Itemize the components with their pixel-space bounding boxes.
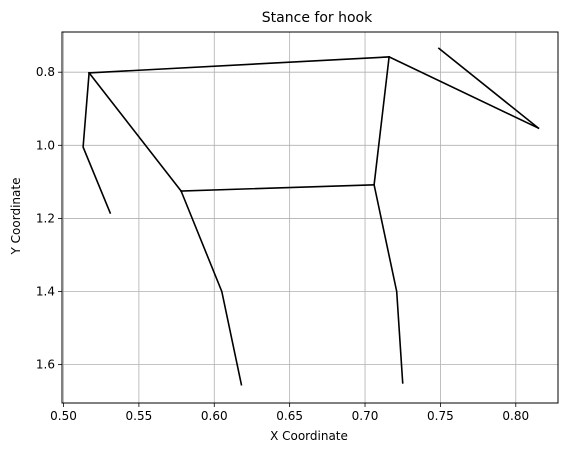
chart-title: Stance for hook [262, 10, 373, 26]
y-axis-ticks: 0.8 1.0 1.2 1.4 1.6 [36, 65, 62, 372]
segment-torso-left [87, 71, 183, 193]
segment-right-leg [373, 183, 404, 384]
segment-hips [180, 183, 375, 192]
x-tick-label: 0.65 [276, 409, 303, 423]
x-tick-label: 0.70 [352, 409, 379, 423]
segment-torso-right [388, 55, 540, 130]
segment-head [437, 47, 540, 130]
segment-shoulders [88, 56, 390, 74]
stick-figure-lines [82, 47, 540, 386]
grid [62, 32, 558, 403]
plot-frame [61, 31, 559, 404]
y-tick-label: 1.6 [36, 358, 55, 372]
x-tick-label: 0.50 [50, 409, 77, 423]
y-axis-label: Y Coordinate [9, 178, 23, 256]
x-tick-label: 0.60 [201, 409, 228, 423]
y-tick-label: 1.0 [36, 138, 55, 152]
y-tick-label: 1.2 [36, 211, 55, 225]
x-tick-label: 0.75 [427, 409, 454, 423]
segment-spine-right [373, 56, 390, 186]
x-tick-label: 0.55 [126, 409, 153, 423]
x-tick-label: 0.80 [502, 409, 529, 423]
segment-left-arm [82, 72, 112, 214]
x-axis-label: X Coordinate [270, 429, 348, 443]
y-tick-label: 1.4 [36, 285, 55, 299]
x-axis-ticks: 0.50 0.55 0.60 0.65 0.70 0.75 0.80 [50, 403, 529, 423]
y-tick-label: 0.8 [36, 65, 55, 79]
segment-left-leg [180, 189, 243, 386]
